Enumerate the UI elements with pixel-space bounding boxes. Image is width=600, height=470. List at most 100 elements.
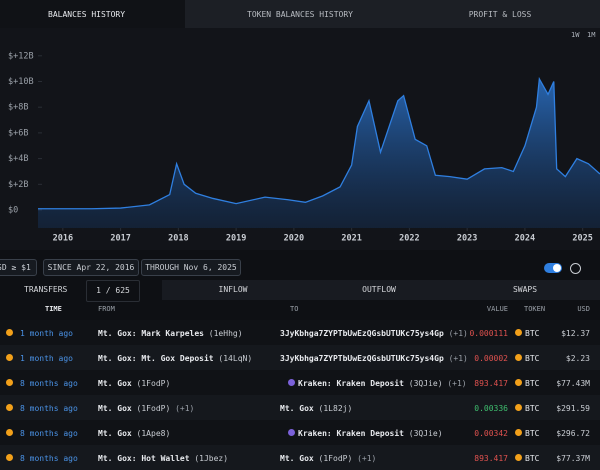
entity: Mt. Gox: Hot Wallet [98, 454, 190, 463]
token-icon [6, 429, 13, 436]
extra: (+1) [357, 454, 377, 463]
toggle-knob [553, 264, 561, 272]
toggle[interactable] [544, 263, 562, 273]
to[interactable]: Kraken: Kraken Deposit (3QJie) [288, 429, 443, 438]
token-icon [515, 454, 522, 461]
table-row: 8 months ago Mt. Gox (1FodP) Kraken: Krak… [0, 370, 600, 395]
entity: Kraken: Kraken Deposit [298, 379, 404, 388]
time[interactable]: 8 months ago [20, 404, 78, 413]
address: (1eHhg) [208, 329, 243, 338]
line [38, 76, 600, 210]
filter-pill[interactable]: THROUGH Nov 6, 2025 [141, 259, 241, 276]
table-row: 8 months ago Mt. Gox (1Ape8) Kraken: Krak… [0, 420, 600, 445]
address: (3QJie) [408, 379, 443, 388]
from[interactable]: Mt. Gox (1FodP) [98, 379, 170, 388]
table-tab-active [0, 280, 162, 300]
usd: $2.23 [565, 354, 590, 363]
from[interactable]: Mt. Gox: Mark Karpeles (1eHhg) [98, 329, 243, 338]
x-tick-label: 2024 [515, 234, 535, 244]
area [38, 78, 600, 228]
token: BTC [525, 429, 540, 438]
chart: $0 $+2B $+4B $+6B $+8B $+10B $+12B 2016 2017 2018… [8, 51, 600, 244]
range-button[interactable]: 1W [571, 31, 580, 39]
address: (3QJie) [408, 429, 443, 438]
entity: Mt. Gox: Mt. Gox Deposit [98, 354, 214, 363]
y-tick-label: $+12B [8, 51, 34, 61]
value: 893.417 [474, 454, 508, 463]
to[interactable]: Kraken: Kraken Deposit (3QJie) (+1) [288, 379, 467, 388]
tab[interactable]: TOKEN BALANCES HISTORY [247, 10, 353, 19]
pagination[interactable]: 1 / 625 [86, 280, 140, 302]
value: 893.417 [474, 379, 508, 388]
token-icon [515, 379, 522, 386]
table-row: 1 month ago Mt. Gox: Mark Karpeles (1eHhg… [0, 320, 600, 345]
entity-icon [288, 379, 295, 386]
x-tick-label: 2016 [53, 234, 73, 244]
token: BTC [525, 329, 540, 338]
entity: Mt. Gox [98, 404, 132, 413]
entity: Kraken: Kraken Deposit [298, 429, 404, 438]
table-tab[interactable]: OUTFLOW [362, 285, 396, 294]
token-icon [515, 329, 522, 336]
to[interactable]: 3JyKbhga7ZYPTbUwEzQGsbUTUKc75ys4Gp (+1) [280, 354, 468, 363]
time[interactable]: 8 months ago [20, 454, 78, 463]
to[interactable]: 3JyKbhga7ZYPTbUwEzQGsbUTUKc75ys4Gp (+1) [280, 329, 468, 338]
filter-pill[interactable]: USD ≥ $1 [0, 259, 37, 276]
y-tick-label: $+4B [8, 154, 28, 164]
usd: $77.37M [556, 454, 590, 463]
value: 0.00002 [474, 354, 508, 363]
address: (14LqN) [218, 354, 253, 363]
token-icon [515, 404, 522, 411]
from[interactable]: Mt. Gox (1FodP) (+1) [98, 404, 194, 413]
value: 0.00342 [474, 429, 508, 438]
token: BTC [525, 454, 540, 463]
from[interactable]: Mt. Gox (1Ape8) [98, 429, 170, 438]
token-icon [515, 354, 522, 361]
value: 0.000111 [469, 329, 508, 338]
y-tick-label: $+6B [8, 128, 28, 138]
filter-pill[interactable]: SINCE Apr 22, 2016 [43, 259, 139, 276]
y-tick-label: $+2B [8, 180, 28, 190]
time[interactable]: 8 months ago [20, 379, 78, 388]
usd: $12.37 [561, 329, 590, 338]
to[interactable]: Mt. Gox (1L82j) [280, 404, 352, 413]
y-tick-label: $+10B [8, 77, 34, 87]
address: (1FodP) [318, 454, 353, 463]
y-tick-label: $0 [8, 206, 18, 216]
entity: 3JyKbhga7ZYPTbUwEzQGsbUTUKc75ys4Gp [280, 329, 444, 338]
address: (1FodP) [136, 379, 171, 388]
column-header: VALUE [486, 305, 508, 313]
token-icon [515, 429, 522, 436]
entity: Mt. Gox [98, 379, 132, 388]
table-tab[interactable]: SWAPS [512, 285, 538, 294]
tab[interactable]: BALANCES HISTORY [0, 0, 185, 28]
settings-icon[interactable] [570, 263, 581, 274]
extra: (+1) [175, 404, 195, 413]
x-tick-label: 2022 [399, 234, 419, 244]
to[interactable]: Mt. Gox (1FodP) (+1) [280, 454, 376, 463]
table-tab[interactable]: TRANSFERS [24, 285, 68, 294]
token-icon [6, 329, 13, 336]
entity: Mt. Gox [280, 454, 314, 463]
time[interactable]: 8 months ago [20, 429, 78, 438]
time[interactable]: 1 month ago [20, 354, 73, 363]
value: 0.00336 [474, 404, 508, 413]
x-tick-label: 2017 [110, 234, 130, 244]
from[interactable]: Mt. Gox: Mt. Gox Deposit (14LqN) [98, 354, 252, 363]
y-tick-label: $+8B [8, 103, 28, 113]
extra: (+1) [448, 354, 468, 363]
entity-icon [288, 429, 295, 436]
column-header: TOKEN [524, 305, 546, 313]
range-button[interactable]: 1M [587, 31, 596, 39]
time[interactable]: 1 month ago [20, 329, 73, 338]
table-tab[interactable]: INFLOW [218, 285, 248, 294]
address: (1FodP) [136, 404, 171, 413]
tab[interactable]: PROFIT & LOSS [468, 10, 532, 19]
x-tick-label: 2021 [341, 234, 361, 244]
entity: Mt. Gox [280, 404, 314, 413]
token-icon [6, 454, 13, 461]
token-icon [6, 354, 13, 361]
from[interactable]: Mt. Gox: Hot Wallet (1Jbez) [98, 454, 228, 463]
extra: (+1) [447, 379, 467, 388]
table-row: 1 month ago Mt. Gox: Mt. Gox Deposit (14L… [0, 345, 600, 370]
